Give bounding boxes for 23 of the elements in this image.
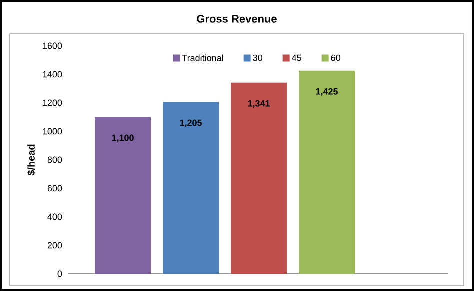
y-tick-label: 600 [48,185,62,192]
y-tick-label: 400 [48,214,62,220]
y-tick-label: 1400 [43,71,62,78]
legend-label: 30 [253,54,262,62]
bar [95,117,152,274]
bar [163,102,219,274]
bar [299,70,355,274]
y-tick-label: 1200 [43,100,62,106]
data-label: 1,341 [248,100,270,108]
y-tick-label: 0 [58,270,62,278]
y-tick-label: 200 [48,242,62,249]
data-label: 1,100 [112,134,134,142]
legend-label: 45 [292,54,302,62]
y-tick-label: 1600 [43,42,62,50]
legend-label: Traditional [182,54,224,62]
y-tick-label: 1000 [43,128,62,135]
y-tick-label: 800 [48,156,62,164]
data-label: 1,425 [316,88,338,96]
bar [231,82,287,274]
legend-label: 60 [331,54,341,62]
y-axis-title: $/head [27,144,36,176]
data-label: 1,205 [180,120,202,128]
chart-title: Gross Revenue [197,15,277,23]
